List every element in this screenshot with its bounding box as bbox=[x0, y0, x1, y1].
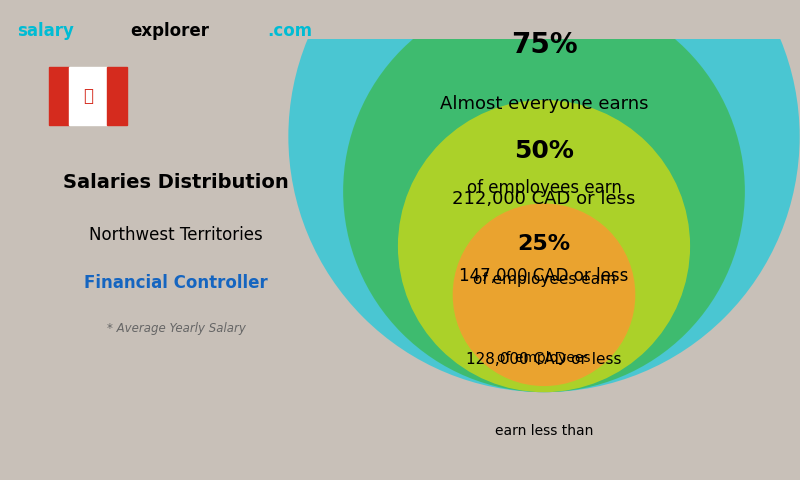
Text: .com: .com bbox=[267, 22, 313, 40]
Text: of employees earn: of employees earn bbox=[466, 179, 622, 197]
Text: 212,000 CAD or less: 212,000 CAD or less bbox=[452, 190, 636, 208]
Circle shape bbox=[398, 100, 690, 392]
Text: of employees: of employees bbox=[498, 351, 590, 365]
Text: 128,000 CAD or less: 128,000 CAD or less bbox=[466, 352, 622, 367]
Text: 50%: 50% bbox=[514, 139, 574, 163]
FancyBboxPatch shape bbox=[69, 67, 107, 125]
Circle shape bbox=[453, 204, 635, 386]
Text: 147,000 CAD or less: 147,000 CAD or less bbox=[459, 267, 629, 285]
Text: Northwest Territories: Northwest Territories bbox=[89, 226, 263, 244]
FancyBboxPatch shape bbox=[107, 67, 126, 125]
Text: earn less than: earn less than bbox=[495, 424, 593, 438]
Text: 25%: 25% bbox=[518, 234, 570, 253]
Text: of employees earn: of employees earn bbox=[473, 272, 615, 287]
Text: Salaries Distribution: Salaries Distribution bbox=[63, 173, 289, 192]
Text: salary: salary bbox=[18, 22, 74, 40]
Circle shape bbox=[343, 0, 745, 392]
Circle shape bbox=[288, 0, 800, 392]
Text: Almost everyone earns: Almost everyone earns bbox=[440, 95, 648, 113]
FancyBboxPatch shape bbox=[50, 67, 69, 125]
Text: 🍁: 🍁 bbox=[83, 87, 93, 105]
Text: explorer: explorer bbox=[130, 22, 210, 40]
Text: * Average Yearly Salary: * Average Yearly Salary bbox=[106, 322, 246, 335]
Text: Financial Controller: Financial Controller bbox=[84, 274, 268, 291]
Text: 75%: 75% bbox=[510, 31, 578, 59]
